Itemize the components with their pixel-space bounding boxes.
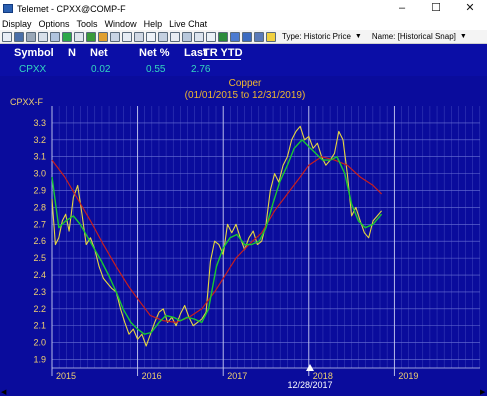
window-layout-icon[interactable]: [146, 31, 156, 42]
y-tick-label: 2.3: [33, 287, 46, 297]
y-tick-label: 2.0: [33, 338, 46, 348]
menu-bar: Display Options Tools Window Help Live C…: [0, 17, 487, 30]
price-chart[interactable]: 1.9 2.0 2.1 2.2 2.3 2.4 2.5 2.6 2.7 2.8 2.9 3.0 3.1 3…: [0, 76, 487, 396]
close-button[interactable]: ✕: [465, 2, 475, 14]
chart-area[interactable]: 1.9 2.0 2.1 2.2 2.3 2.4 2.5 2.6 2.7 2.8 2.9 3.0 3.1 3…: [0, 76, 487, 396]
y-tick-label: 1.9: [33, 355, 46, 365]
x-tick-label: 2015: [56, 371, 76, 381]
name-selector[interactable]: Name: [Historical Snap]: [371, 32, 456, 41]
x-tick-label: 2018: [313, 371, 333, 381]
chevron-down-icon[interactable]: ▼: [459, 33, 467, 40]
chart-settings-icon[interactable]: [38, 31, 48, 42]
y-tick-label: 2.6: [33, 236, 46, 246]
y-tick-label: 2.7: [33, 219, 46, 229]
y-tick-label: 2.9: [33, 186, 46, 196]
y-tick-label: 3.1: [33, 152, 46, 162]
short-ma-series-line: [51, 139, 383, 335]
header-symbol: Symbol: [14, 47, 54, 59]
header-last: Last: [184, 47, 207, 59]
chart-symbol-label: CPXX-F: [10, 97, 44, 107]
maximize-button[interactable]: ☐: [431, 2, 441, 14]
volume-bars-icon[interactable]: [230, 31, 240, 42]
header-net: Net: [90, 47, 108, 59]
menu-options[interactable]: Options: [38, 18, 70, 29]
refresh-icon[interactable]: [74, 31, 84, 42]
app-icon: [3, 4, 13, 13]
price-series-line: [51, 125, 383, 347]
value-net-pct: 0.55: [146, 64, 166, 75]
line-chart-icon[interactable]: [122, 31, 132, 42]
x-tick-label: 2017: [227, 371, 247, 381]
draw-tool-icon[interactable]: [158, 31, 168, 42]
value-net: 0.02: [91, 64, 111, 75]
window-controls: – ☐ ✕: [385, 0, 487, 17]
paint-icon[interactable]: [218, 31, 228, 42]
cursor-date: 12/28/2017: [287, 380, 332, 390]
columns-icon[interactable]: [194, 31, 204, 42]
header-tr-ytd[interactable]: TR YTD: [203, 47, 243, 59]
save-icon[interactable]: [14, 31, 24, 42]
toolbar: Type: Historic Price ▼ Name: [Historical…: [0, 30, 487, 44]
x-axis: 2015 2016 2017 2018 2019: [56, 371, 418, 381]
chart-title: Copper: [229, 78, 262, 89]
tr-ytd-underline: [202, 59, 241, 60]
green-chart-icon[interactable]: [62, 31, 72, 42]
menu-display[interactable]: Display: [2, 18, 32, 29]
quote-panel: Symbol N Net Net % Last TR YTD CPXX 0.02…: [0, 44, 487, 76]
menu-window[interactable]: Window: [104, 18, 137, 29]
crosshair-icon[interactable]: [206, 31, 216, 42]
y-axis: 1.9 2.0 2.1 2.2 2.3 2.4 2.5 2.6 2.7 2.8 2.9 3.0 3.1 3…: [33, 118, 46, 365]
chevron-down-icon[interactable]: ▼: [354, 33, 362, 40]
y-tick-label: 2.8: [33, 202, 46, 212]
new-window-icon[interactable]: [2, 31, 12, 42]
menu-help[interactable]: Help: [143, 18, 163, 29]
window-titlebar: Telemet - CPXX@COMP-F – ☐ ✕: [0, 0, 487, 17]
window-title: Telemet - CPXX@COMP-F: [17, 3, 126, 14]
chart-grid: [51, 106, 481, 376]
value-last: 2.76: [191, 64, 211, 75]
y-tick-label: 2.4: [33, 270, 46, 280]
minimize-button[interactable]: –: [398, 2, 406, 14]
indicator-bars-icon[interactable]: [242, 31, 252, 42]
calendar-icon[interactable]: [182, 31, 192, 42]
menu-live-chat[interactable]: Live Chat: [169, 18, 208, 29]
table-icon[interactable]: [134, 31, 144, 42]
y-tick-label: 2.2: [33, 304, 46, 314]
cursor-marker-icon[interactable]: [306, 364, 314, 371]
y-tick-label: 3.0: [33, 169, 46, 179]
x-tick-label: 2016: [142, 371, 162, 381]
bar-chart-icon[interactable]: [86, 31, 96, 42]
cursor-tool-icon[interactable]: [170, 31, 180, 42]
chart-background: [0, 76, 487, 396]
chart-subtitle: (01/01/2015 to 12/31/2019): [185, 90, 306, 101]
chart-series: [51, 125, 383, 347]
header-n: N: [68, 47, 76, 59]
long-ma-series-line: [51, 156, 383, 323]
histogram-icon[interactable]: [254, 31, 264, 42]
y-tick-label: 2.1: [33, 321, 46, 331]
y-tick-label: 2.5: [33, 253, 46, 263]
y-tick-label: 3.2: [33, 135, 46, 145]
scroll-left-icon[interactable]: ◀: [1, 389, 7, 396]
help-bulb-icon[interactable]: [266, 31, 276, 42]
y-tick-label: 3.3: [33, 118, 46, 128]
print-icon[interactable]: [26, 31, 36, 42]
type-selector[interactable]: Type: Historic Price: [282, 32, 351, 41]
header-net-pct: Net %: [139, 47, 170, 59]
scroll-right-icon[interactable]: ▶: [480, 389, 486, 396]
grid-icon[interactable]: [110, 31, 120, 42]
candle-icon[interactable]: [98, 31, 108, 42]
zoom-icon[interactable]: [50, 31, 60, 42]
menu-tools[interactable]: Tools: [76, 18, 98, 29]
x-tick-label: 2019: [398, 371, 418, 381]
value-symbol[interactable]: CPXX: [19, 64, 47, 75]
